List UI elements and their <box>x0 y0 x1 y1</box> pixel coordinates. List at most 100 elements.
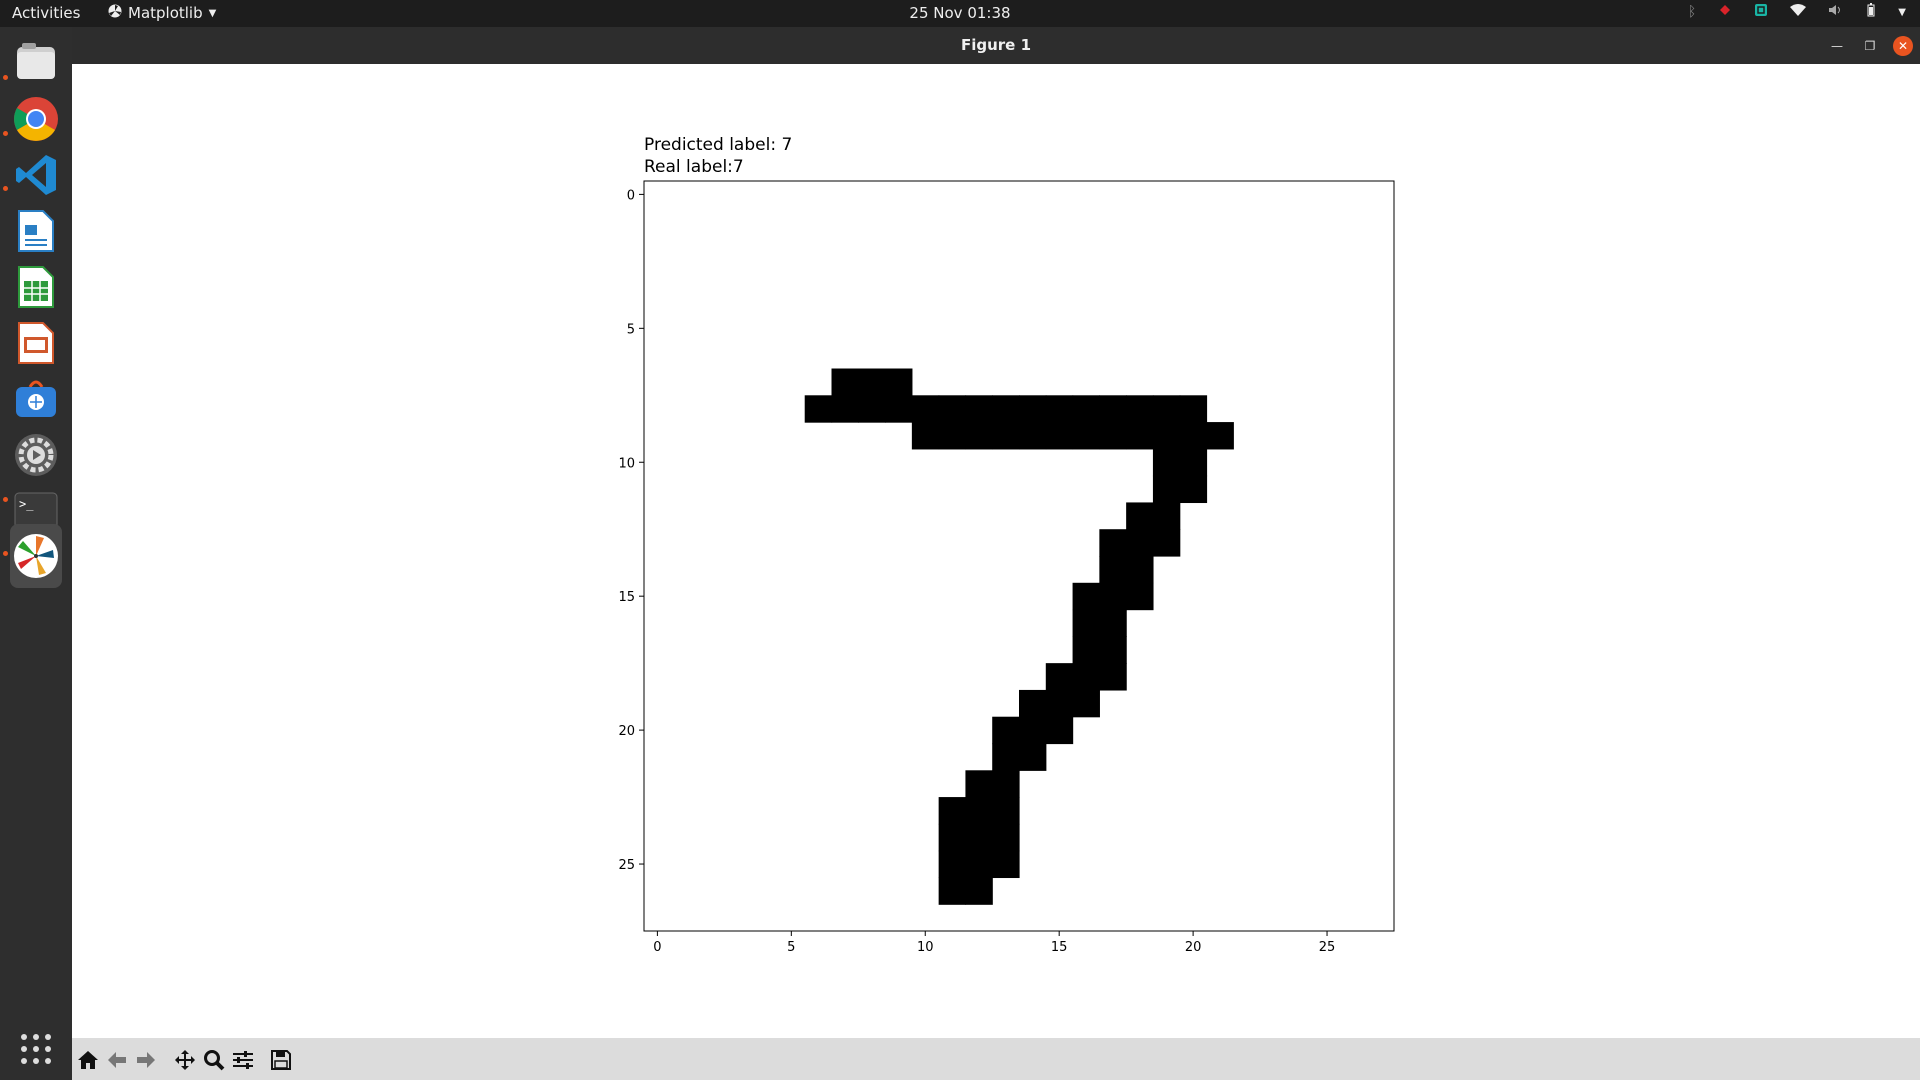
pixel-cell <box>965 797 993 825</box>
pixel-cell <box>1179 475 1208 504</box>
top-bar: Activities Matplotlib ▼ 25 Nov 01:38 ᛒ ▼ <box>0 0 1920 27</box>
clock[interactable]: 25 Nov 01:38 <box>909 4 1011 22</box>
figure-canvas[interactable]: Predicted label: 7 Real label:7 0 5 10 15 20… <box>72 64 1920 1038</box>
home-icon <box>78 1051 98 1069</box>
plot-title-real: Real label:7 <box>644 157 744 177</box>
y-tick-label: 20 <box>618 724 635 739</box>
pixel-cell <box>965 770 993 798</box>
dock-item-settings[interactable] <box>10 429 62 481</box>
y-tick-label: 10 <box>618 456 635 471</box>
pixel-cell <box>1019 743 1047 771</box>
dock-item-terminal[interactable]: >_ <box>10 485 62 537</box>
pixel-cell <box>992 743 1020 771</box>
dock-item-chrome[interactable] <box>10 93 62 145</box>
chrome-icon <box>14 97 58 141</box>
pixel-cell <box>1126 395 1154 423</box>
x-tick-label: 20 <box>1185 940 1202 955</box>
y-tick-label: 15 <box>618 590 635 605</box>
pixel-cell <box>992 797 1020 825</box>
pixel-cell <box>1152 448 1181 477</box>
matplotlib-small-icon <box>108 4 122 22</box>
network-app-icon[interactable] <box>1754 3 1768 21</box>
navigation-toolbar <box>72 1038 1920 1080</box>
configure-subplots-button[interactable] <box>231 1048 255 1072</box>
dock-item-impress[interactable] <box>10 317 62 369</box>
pixel-cell <box>1126 556 1154 584</box>
back-icon <box>108 1052 126 1068</box>
wifi-icon[interactable] <box>1790 4 1807 20</box>
pixel-cell <box>1072 636 1100 664</box>
dock-item-files[interactable] <box>10 37 62 89</box>
forward-button[interactable] <box>134 1048 158 1072</box>
pixel-cell <box>1019 422 1047 450</box>
x-tick-label: 0 <box>653 940 661 955</box>
close-button[interactable]: ✕ <box>1893 36 1913 56</box>
pan-button[interactable] <box>173 1048 197 1072</box>
y-tick-label: 0 <box>627 188 635 203</box>
battery-icon[interactable] <box>1866 3 1876 21</box>
back-button[interactable] <box>105 1048 129 1072</box>
minimize-button[interactable]: — <box>1827 36 1847 56</box>
matplotlib-icon <box>14 534 58 578</box>
dock-item-software[interactable] <box>10 373 62 425</box>
pixel-cell <box>992 770 1020 798</box>
dock-item-vscode[interactable] <box>10 149 62 201</box>
running-indicator <box>3 497 8 502</box>
pixel-cell <box>938 823 967 852</box>
x-tick-label: 10 <box>917 940 934 955</box>
pixel-cell <box>992 422 1020 450</box>
pixel-cell <box>1099 582 1127 611</box>
dock-item-writer[interactable] <box>10 205 62 257</box>
restore-icon: ❐ <box>1864 39 1876 53</box>
y-tick-label: 5 <box>627 322 635 337</box>
window-titlebar[interactable]: Figure 1 — ❐ ✕ <box>72 27 1920 64</box>
app-grid-icon <box>21 1034 51 1064</box>
maximize-button[interactable]: ❐ <box>1860 36 1880 56</box>
pixel-cell <box>965 395 993 423</box>
activities-button[interactable]: Activities <box>12 4 81 22</box>
pixel-cell <box>1099 556 1127 584</box>
system-tray[interactable]: ᛒ ▼ <box>1688 3 1906 21</box>
notification-app-icon[interactable] <box>1718 3 1732 21</box>
zoom-button[interactable] <box>202 1048 226 1072</box>
pixel-cell <box>1072 422 1100 450</box>
pixel-cell <box>1072 663 1100 691</box>
writer-icon <box>18 210 54 252</box>
pixel-cell <box>1072 395 1100 423</box>
pixel-cell <box>1045 422 1074 450</box>
app-menu-label: Matplotlib <box>128 4 203 22</box>
save-icon <box>271 1050 291 1070</box>
dock-item-calc[interactable] <box>10 261 62 313</box>
pixel-cell <box>1019 716 1047 745</box>
pixel-cell <box>1072 582 1100 611</box>
window-title: Figure 1 <box>960 36 1032 54</box>
terminal-icon: >_ <box>14 492 58 530</box>
pixel-cell <box>965 823 993 852</box>
y-tick-label: 25 <box>618 858 635 873</box>
power-menu-chevron-icon[interactable]: ▼ <box>1898 6 1906 18</box>
axes-frame <box>643 180 1395 932</box>
volume-icon[interactable] <box>1828 4 1844 20</box>
save-button[interactable] <box>269 1048 293 1072</box>
vscode-icon <box>16 155 56 195</box>
running-indicator <box>3 551 8 556</box>
settings-icon <box>15 434 57 476</box>
bluetooth-icon[interactable]: ᛒ <box>1687 4 1697 20</box>
pixel-cell <box>1152 395 1181 423</box>
pixel-cell <box>1099 663 1127 691</box>
pixel-cell <box>1126 582 1154 611</box>
app-menu[interactable]: Matplotlib ▼ <box>108 4 216 22</box>
close-icon: ✕ <box>1897 39 1909 53</box>
pixel-cell <box>1126 502 1154 530</box>
pixel-cell <box>831 395 859 423</box>
pixel-cell <box>992 395 1020 423</box>
pixel-cell <box>1099 636 1127 664</box>
pixel-cell <box>1179 422 1208 450</box>
pixel-cell <box>858 368 886 396</box>
dock-item-matplotlib[interactable] <box>10 524 62 588</box>
pixel-cell <box>1152 422 1181 450</box>
pixel-cell <box>1099 529 1127 557</box>
show-applications-button[interactable] <box>10 1023 62 1075</box>
home-button[interactable] <box>76 1048 100 1072</box>
pixel-cell <box>992 716 1020 745</box>
